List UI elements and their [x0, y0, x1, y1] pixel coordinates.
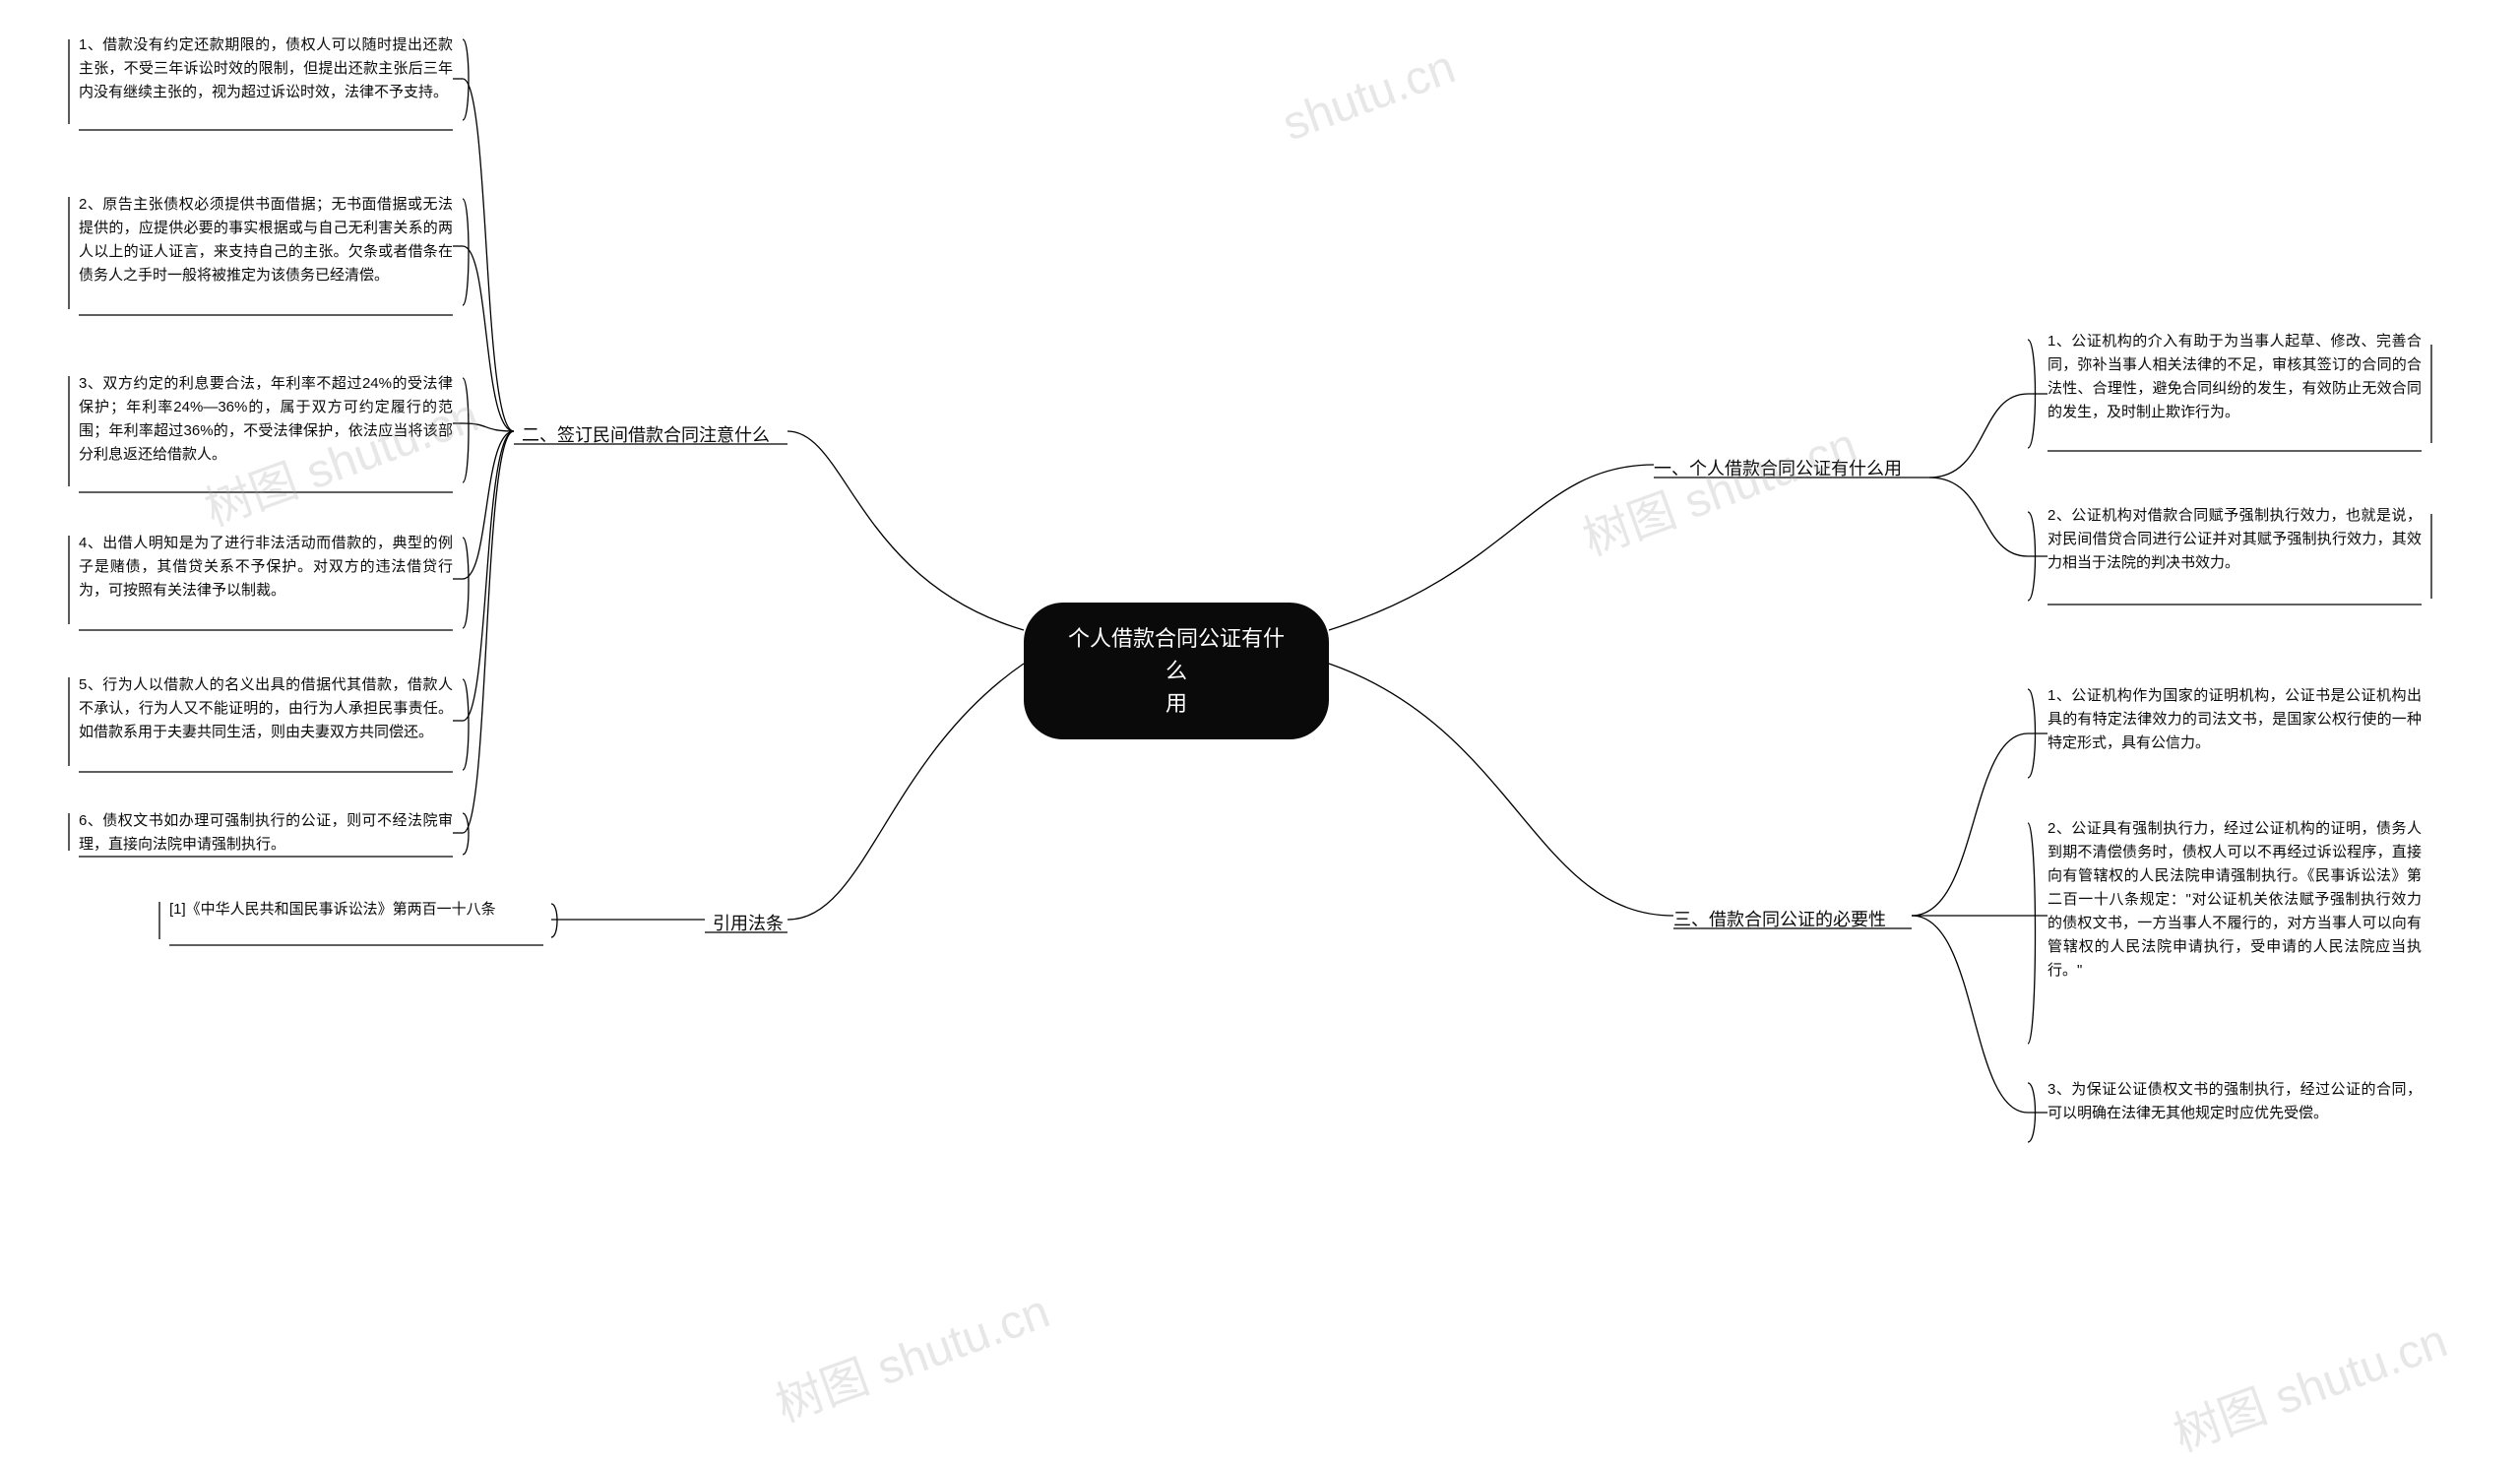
leaf-l1-2: 2、原告主张债权必须提供书面借据；无书面借据或无法提供的，应提供必要的事实根据或… — [79, 193, 453, 287]
leaf-l1-4: 4、出借人明知是为了进行非法活动而借款的，典型的例子是赌债，其借贷关系不予保护。… — [79, 532, 453, 603]
leaf-l1-6: 6、债权文书如办理可强制执行的公证，则可不经法院审理，直接向法院申请强制执行。 — [79, 809, 453, 857]
branch-r1: 一、个人借款合同公证有什么用 — [1654, 455, 1902, 480]
leaf-l1-5: 5、行为人以借款人的名义出具的借据代其借款，借款人不承认，行为人又不能证明的，由… — [79, 673, 453, 744]
watermark: 树图 shutu.cn — [2163, 1302, 2455, 1464]
watermark: 树图 shutu.cn — [1572, 406, 1864, 568]
leaf-r2-1: 1、公证机构作为国家的证明机构，公证书是公证机构出具的有特定法律效力的司法文书，… — [2048, 684, 2422, 755]
leaf-l2-1: [1]《中华人民共和国民事诉讼法》第两百一十八条 — [169, 898, 543, 922]
branch-l1: 二、签订民间借款合同注意什么 — [522, 421, 770, 447]
branch-l2: 引用法条 — [713, 910, 784, 935]
leaf-r2-3: 3、为保证公证债权文书的强制执行，经过公证的合同，可以明确在法律无其他规定时应优… — [2048, 1078, 2422, 1125]
branch-r2: 三、借款合同公证的必要性 — [1673, 906, 1886, 931]
center-title-line2: 用 — [1166, 687, 1187, 720]
leaf-r1-1: 1、公证机构的介入有助于为当事人起草、修改、完善合同，弥补当事人相关法律的不足，… — [2048, 330, 2422, 424]
watermark: 树图 shutu.cn — [765, 1272, 1057, 1434]
leaf-r2-2: 2、公证具有强制执行力，经过公证机构的证明，债务人到期不清偿债务时，债权人可以不… — [2048, 817, 2422, 983]
watermark: shutu.cn — [1276, 40, 1462, 153]
center-title-line1: 个人借款合同公证有什么 — [1059, 622, 1293, 687]
leaf-l1-3: 3、双方约定的利息要合法，年利率不超过24%的受法律保护；年利率24%—36%的… — [79, 372, 453, 467]
leaf-r1-2: 2、公证机构对借款合同赋予强制执行效力，也就是说，对民间借贷合同进行公证并对其赋… — [2048, 504, 2422, 575]
leaf-l1-1: 1、借款没有约定还款期限的，债权人可以随时提出还款主张，不受三年诉讼时效的限制，… — [79, 33, 453, 104]
center-node: 个人借款合同公证有什么 用 — [1024, 603, 1329, 739]
mindmap-canvas: 个人借款合同公证有什么 用 一、个人借款合同公证有什么用 三、借款合同公证的必要… — [0, 0, 2520, 1382]
